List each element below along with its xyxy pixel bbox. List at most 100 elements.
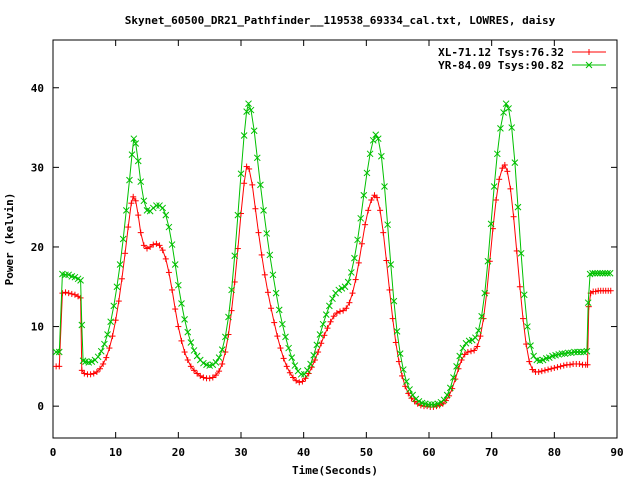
data-point <box>585 303 592 310</box>
data-point <box>258 251 265 258</box>
data-point <box>403 378 410 385</box>
data-point <box>246 165 253 172</box>
data-point <box>266 251 274 259</box>
data-point <box>104 331 111 338</box>
data-point <box>516 283 523 290</box>
data-point <box>386 286 393 293</box>
data-point <box>399 366 407 373</box>
data-point <box>311 356 318 363</box>
data-point <box>493 196 500 203</box>
data-point <box>450 374 457 381</box>
data-point <box>322 311 330 318</box>
data-point <box>250 127 258 135</box>
data-point <box>55 348 63 356</box>
data-point <box>181 316 188 323</box>
data-point <box>374 135 382 143</box>
data-point <box>527 342 534 350</box>
data-point <box>337 308 344 315</box>
data-point <box>606 269 614 277</box>
data-point <box>156 202 163 209</box>
x-axis-label: Time(Seconds) <box>292 464 378 477</box>
data-point <box>589 269 596 277</box>
data-point <box>501 161 508 168</box>
data-point <box>357 214 365 222</box>
data-point <box>285 344 292 352</box>
data-point <box>596 269 604 277</box>
data-point <box>178 337 185 344</box>
data-point <box>360 191 368 199</box>
data-point <box>437 398 445 406</box>
data-point <box>218 346 226 353</box>
data-point <box>100 360 107 367</box>
data-point <box>194 370 201 377</box>
data-point <box>187 363 194 370</box>
data-point <box>307 360 314 368</box>
y-axis-label: Power (kelvin) <box>3 193 16 286</box>
data-point <box>171 261 179 268</box>
x-tick-label: 20 <box>172 446 185 459</box>
data-point <box>387 261 395 268</box>
data-point <box>77 277 84 284</box>
data-point <box>156 242 163 249</box>
data-point <box>415 398 423 405</box>
data-point <box>453 363 460 370</box>
data-point <box>279 320 286 328</box>
x-tick-label: 10 <box>109 446 122 459</box>
data-point <box>222 349 229 356</box>
data-point <box>490 183 498 190</box>
data-point <box>197 372 204 379</box>
data-point <box>282 333 289 341</box>
data-point <box>119 235 127 243</box>
data-point <box>302 375 309 382</box>
data-point <box>62 271 69 279</box>
data-point <box>234 211 242 219</box>
data-point <box>599 269 606 277</box>
data-point <box>125 224 132 231</box>
data-point <box>468 336 476 344</box>
data-point <box>97 347 105 355</box>
data-point <box>296 379 303 386</box>
data-point <box>71 273 79 281</box>
data-point <box>90 370 97 377</box>
data-point <box>478 312 485 320</box>
data-point <box>140 242 147 249</box>
data-point <box>228 286 235 294</box>
data-point <box>571 348 578 356</box>
data-point <box>446 384 454 392</box>
data-point <box>411 398 418 405</box>
data-point <box>231 252 239 260</box>
data-point <box>340 307 347 314</box>
data-point <box>165 223 173 231</box>
data-point <box>481 289 489 297</box>
data-point <box>607 287 614 294</box>
data-point <box>577 348 585 356</box>
x-tick-label: 60 <box>422 446 435 459</box>
data-point <box>274 333 281 340</box>
data-point <box>510 213 517 220</box>
data-point <box>377 207 384 214</box>
data-point <box>392 339 399 346</box>
series-xl <box>53 161 614 410</box>
data-point <box>471 347 478 354</box>
series-yr <box>52 100 614 408</box>
data-point <box>288 354 296 361</box>
x-tick-label: 70 <box>485 446 498 459</box>
data-point <box>264 289 271 296</box>
data-point <box>68 290 75 297</box>
data-point <box>101 340 108 348</box>
data-point <box>116 261 124 268</box>
data-point <box>184 356 191 363</box>
data-point <box>496 176 503 183</box>
data-point <box>212 359 220 366</box>
data-point <box>475 327 482 334</box>
data-point <box>293 377 300 384</box>
data-point <box>190 347 198 354</box>
data-point <box>159 204 167 212</box>
data-point <box>300 370 308 378</box>
data-point <box>172 306 179 313</box>
data-point <box>137 229 144 236</box>
data-point <box>381 183 388 190</box>
data-point <box>584 299 592 307</box>
data-point <box>484 257 492 265</box>
